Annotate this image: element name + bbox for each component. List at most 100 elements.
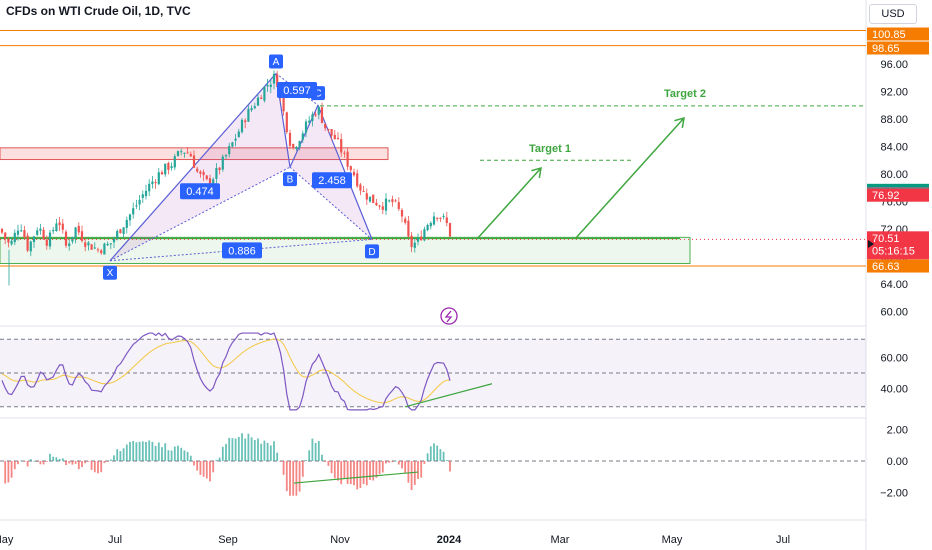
pattern-ratio-badge — [222, 242, 262, 259]
price-tag — [867, 188, 929, 202]
price-tick-label: 60.00 — [880, 307, 908, 319]
candle-body — [372, 194, 375, 204]
macd-bar — [129, 441, 131, 461]
candle-body — [151, 181, 154, 185]
candle-body — [282, 97, 285, 112]
macd-bar — [237, 436, 240, 461]
macd-bar — [199, 461, 202, 475]
candle-body — [100, 250, 103, 254]
macd-bar — [228, 437, 231, 461]
macd-bar — [84, 461, 87, 464]
macd-bar — [327, 461, 330, 466]
candle-body — [237, 131, 240, 138]
macd-bar — [359, 461, 362, 488]
time-tick-label: May — [0, 534, 14, 546]
lightning-icon[interactable] — [440, 307, 458, 325]
macd-bar — [394, 460, 397, 462]
macd-bar — [333, 461, 336, 479]
candle-body — [356, 173, 359, 187]
candle-body — [327, 128, 330, 130]
macd-bar — [378, 461, 381, 475]
price-tag-label: 100.85 — [872, 29, 906, 41]
candle-body — [317, 106, 320, 115]
macd-bar — [113, 455, 115, 461]
candle-body — [141, 194, 144, 198]
time-tick-label: Mar — [551, 534, 570, 546]
macd-bar — [109, 459, 112, 461]
candle-body — [324, 123, 327, 129]
candle-body — [445, 217, 448, 224]
macd-tick-label: 2.00 — [887, 424, 908, 436]
macd-bar — [369, 461, 371, 480]
candle-body — [135, 205, 138, 207]
candle-body — [164, 163, 167, 175]
candle-body — [349, 166, 352, 171]
macd-bar — [413, 461, 416, 485]
time-tick-label: Jul — [776, 534, 790, 546]
candle-body — [32, 236, 36, 243]
price-tag — [867, 259, 929, 273]
macd-bar — [145, 441, 147, 461]
pattern-point-badge — [103, 265, 117, 280]
macd-bar — [234, 438, 237, 461]
candle-body — [7, 239, 10, 243]
macd-bar — [244, 438, 247, 461]
candle-body — [16, 230, 20, 235]
candle-body — [196, 168, 199, 172]
macd-bar — [260, 443, 263, 461]
candle-body — [93, 247, 96, 249]
macd-bar — [87, 461, 90, 462]
pattern-point-label: C — [314, 89, 321, 100]
macd-bar — [42, 461, 45, 465]
lightning-icon-glyph — [444, 310, 453, 323]
time-tick-label: Sep — [218, 534, 238, 546]
macd-bar — [65, 461, 67, 466]
candle-body — [80, 231, 84, 241]
pattern-point-label: D — [368, 247, 375, 258]
macd-bar — [445, 460, 448, 461]
macd-bar — [449, 461, 451, 472]
candle-body — [311, 114, 314, 121]
candle-body — [68, 243, 71, 247]
candle-body — [426, 224, 429, 231]
candle-body — [116, 230, 119, 239]
candle-body — [391, 199, 394, 203]
price-tag — [867, 41, 929, 55]
macd-bar — [397, 461, 400, 465]
macd-bar — [423, 461, 426, 464]
pattern-point-label: A — [273, 57, 280, 68]
price-tag-label: 98.65 — [872, 43, 900, 55]
macd-bar — [173, 446, 176, 461]
candle-body — [397, 202, 400, 209]
macd-bar — [250, 437, 253, 461]
price-tag-label: 70.51 — [872, 233, 900, 245]
pattern-point-badge — [283, 172, 297, 187]
candle-body — [122, 227, 125, 234]
macd-bar — [433, 443, 435, 461]
currency-selector[interactable]: USD — [869, 4, 917, 24]
candle-body — [375, 202, 378, 206]
pattern-ratio-label: 0.474 — [186, 186, 214, 198]
candle-body — [128, 214, 132, 221]
price-tick-label: 80.00 — [880, 169, 908, 181]
candle-body — [112, 238, 116, 243]
price-tick-label: 64.00 — [880, 279, 908, 291]
macd-bar — [276, 452, 279, 461]
macd-bar — [52, 456, 55, 461]
candle-body — [109, 243, 112, 245]
candle-body — [106, 243, 109, 246]
candle-body — [308, 120, 311, 123]
candle-body — [288, 133, 292, 146]
candle-body — [173, 156, 176, 168]
macd-bar — [241, 433, 243, 461]
candle-body — [224, 155, 228, 157]
candle-body — [23, 230, 26, 238]
candle-body — [336, 137, 340, 139]
candle-body — [256, 97, 260, 106]
pattern-ratio-label: 0.886 — [228, 245, 256, 257]
macd-bar — [196, 461, 199, 471]
macd-bar — [253, 440, 256, 461]
macd-bar — [401, 461, 403, 469]
candle-body — [272, 73, 276, 84]
